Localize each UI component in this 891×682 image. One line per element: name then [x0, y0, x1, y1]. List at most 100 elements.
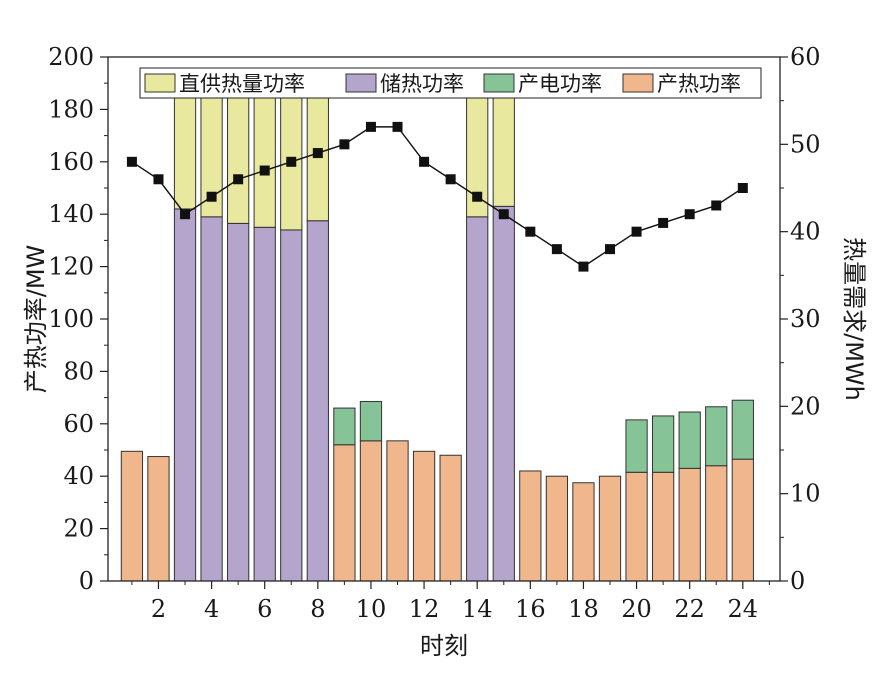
heat-demand-point-t19	[605, 244, 616, 255]
bar-series-0-t13	[439, 454, 462, 582]
bar-series-0-t2	[147, 456, 170, 582]
y2-tick-label-20: 20	[790, 392, 821, 420]
y2-tick-label-60: 60	[790, 43, 821, 71]
legend-label-0: 直供热量功率	[179, 72, 305, 96]
x-tick-label-22: 22	[674, 595, 705, 623]
x-tick-label-4: 4	[204, 595, 219, 623]
bar-series-2-t8	[306, 220, 329, 582]
bar-series-2-t4	[200, 216, 223, 582]
heat-demand-point-t9	[339, 139, 350, 150]
x-tick-label-24: 24	[728, 595, 759, 623]
bar-series-1-t10	[359, 401, 383, 442]
heat-demand-point-t8	[312, 148, 323, 159]
heat-demand-point-t15	[498, 209, 509, 220]
bar-series-0-t22	[678, 467, 701, 582]
bar-series-1-t21	[652, 415, 675, 473]
x-tick-label-8: 8	[310, 595, 325, 623]
heat-demand-point-t12	[419, 156, 430, 167]
heat-demand-line-layer	[126, 121, 748, 272]
heat-demand-point-t18	[578, 261, 589, 272]
bar-series-0-t11	[386, 440, 409, 582]
bar-series-0-t23	[705, 465, 728, 582]
bar-series-3-t15	[492, 87, 515, 207]
heat-demand-point-t23	[711, 200, 722, 211]
y-tick-label-60: 60	[63, 410, 94, 438]
legend-swatch-2	[483, 73, 515, 93]
heat-demand-line	[131, 126, 744, 268]
heat-demand-point-t6	[259, 165, 270, 176]
bar-series-2-t14	[466, 216, 489, 582]
bar-series-0-t9	[333, 444, 356, 582]
y-tick-label-40: 40	[63, 462, 94, 490]
heat-demand-point-t3	[180, 209, 191, 220]
bar-series-0-t18	[572, 482, 595, 582]
heat-demand-point-t20	[631, 226, 642, 237]
legend-label-1: 储热功率	[380, 72, 464, 96]
heat-demand-point-t13	[445, 174, 456, 185]
heat-demand-point-t4	[206, 191, 217, 202]
heat-demand-point-t24	[737, 183, 748, 193]
bar-series-1-t23	[705, 406, 728, 467]
y-tick-label-140: 140	[48, 200, 94, 228]
x-tick-label-2: 2	[151, 595, 166, 623]
bar-series-0-t16	[519, 470, 542, 582]
y-tick-label-200: 200	[48, 43, 94, 71]
bar-series-3-t3	[173, 89, 197, 210]
bar-series-3-t6	[253, 93, 276, 228]
legend: 直供热量功率 储热功率 产电功率 产热功率	[139, 67, 762, 99]
y2-tick-label-30: 30	[790, 305, 821, 333]
x-tick-label-20: 20	[621, 595, 652, 623]
x-tick-label-16: 16	[515, 595, 546, 623]
bar-series-2-t6	[253, 226, 276, 582]
x-axis-label: 时刻	[420, 632, 468, 660]
heat-demand-point-t7	[286, 156, 297, 167]
heat-demand-point-t10	[365, 121, 376, 132]
y-tick-label-160: 160	[48, 148, 94, 176]
y-tick-label-100: 100	[48, 305, 94, 333]
legend-swatch-0	[144, 73, 176, 93]
y-axis-label: 产热功率/MW	[22, 245, 50, 394]
y2-tick-label-40: 40	[790, 218, 821, 246]
legend-swatch-1	[345, 73, 377, 93]
heat-demand-point-t16	[525, 226, 536, 237]
y2-axis-label: 热量需求/MWh	[840, 237, 868, 401]
heat-demand-point-t21	[658, 217, 669, 228]
heat-demand-point-t11	[392, 121, 403, 132]
legend-label-3: 产热功率	[657, 72, 741, 96]
heat-demand-point-t14	[472, 191, 483, 202]
y-tick-label-80: 80	[63, 357, 94, 385]
bar-series-1-t20	[625, 419, 648, 473]
bar-series-3-t5	[227, 91, 250, 224]
bar-series-2-t7	[280, 229, 303, 582]
heat-demand-point-t1	[126, 156, 137, 167]
bar-series-0-t17	[545, 475, 569, 582]
y-tick-label-0: 0	[79, 567, 94, 595]
bar-series-0-t1	[120, 450, 144, 582]
y-tick-label-180: 180	[48, 95, 94, 123]
x-tick-label-14: 14	[462, 595, 493, 623]
x-tick-label-12: 12	[409, 595, 440, 623]
bar-series-1-t22	[678, 411, 701, 469]
x-tick-label-18: 18	[568, 595, 599, 623]
legend-label-2: 产电功率	[518, 72, 602, 96]
bar-layer	[120, 81, 754, 582]
y2-tick-label-10: 10	[790, 480, 821, 508]
x-tick-label-10: 10	[356, 595, 387, 623]
bar-series-0-t12	[412, 450, 436, 582]
bar-series-1-t9	[333, 407, 356, 446]
bar-series-2-t5	[227, 222, 250, 582]
bar-series-2-t15	[492, 205, 515, 582]
bar-series-1-t24	[731, 399, 754, 460]
bar-series-0-t19	[598, 475, 622, 582]
heat-demand-point-t5	[233, 174, 244, 185]
bar-series-2-t3	[173, 208, 197, 582]
heat-demand-point-t22	[684, 209, 695, 220]
heat-demand-point-t2	[153, 174, 164, 185]
y2-tick-label-0: 0	[790, 567, 805, 595]
heat-demand-point-t17	[551, 244, 562, 255]
y2-tick-label-50: 50	[790, 130, 821, 158]
bar-series-0-t21	[652, 471, 675, 582]
legend-box	[139, 67, 762, 99]
tick-layer: 0 20 40 60 80 100 120 140 160 180 200 0 10 20 30 40 50 60…	[48, 43, 820, 623]
